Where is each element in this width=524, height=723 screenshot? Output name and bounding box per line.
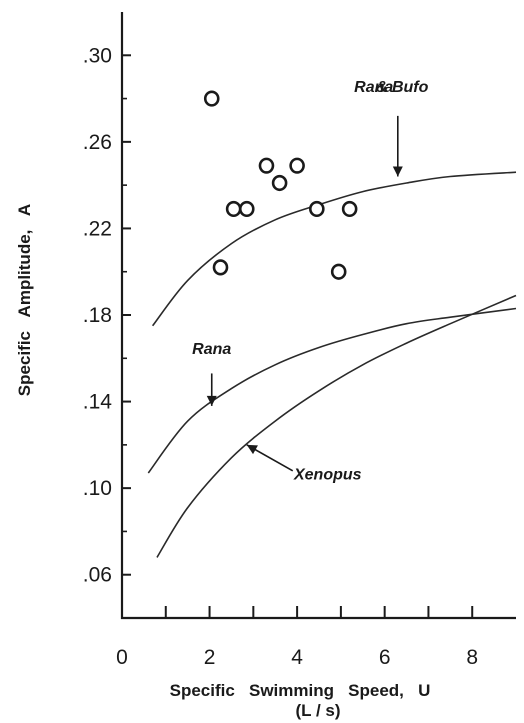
arrow-head (206, 395, 217, 406)
data-point (203, 90, 220, 107)
points-layer (203, 90, 358, 280)
annotation-label: & Bufo (376, 79, 429, 96)
series-line-1 (147, 307, 517, 474)
annotation-label: Rana (354, 79, 393, 96)
y-tick-label: .06 (83, 564, 112, 587)
data-point (289, 157, 305, 174)
arrow-head (392, 166, 403, 177)
y-axis-label: Specific Amplitude, A (15, 204, 34, 396)
x-axis-label: Specific Swimming Speed, U (170, 681, 431, 700)
data-point (309, 200, 325, 218)
annotation-label: Xenopus (293, 466, 362, 483)
data-point (225, 200, 242, 218)
annotation-label: Rana (192, 341, 231, 358)
data-point (271, 174, 288, 192)
data-point (212, 259, 229, 276)
data-point (341, 200, 358, 218)
x-tick-label: 6 (379, 646, 391, 669)
curves-layer (147, 171, 517, 558)
y-tick-label: .22 (83, 217, 112, 240)
series-line-0 (151, 171, 517, 327)
series-line-2 (156, 294, 517, 558)
axes-layer (120, 12, 516, 620)
labels-layer: Specific Swimming Speed, U (L / s) Speci… (15, 204, 430, 720)
x-tick-label: 0 (116, 646, 128, 669)
y-tick-label: .14 (83, 391, 113, 414)
data-point (330, 263, 347, 280)
x-axis-unit: (L / s) (295, 701, 340, 720)
y-tick-label: .10 (83, 477, 112, 500)
x-tick-label: 2 (204, 646, 216, 669)
data-point (258, 157, 275, 174)
x-tick-label: 8 (466, 646, 478, 669)
data-point (238, 200, 255, 218)
y-tick-label: .18 (83, 304, 112, 327)
y-tick-label: .26 (83, 131, 112, 154)
arrow-head (246, 444, 258, 455)
x-tick-label: 4 (291, 646, 303, 669)
ticks-layer: .06 .10 .14 .18 .22 .26 .30 0 2 4 6 8 (83, 44, 478, 669)
y-tick-label: .30 (83, 44, 112, 67)
arrows-layer (206, 115, 403, 472)
